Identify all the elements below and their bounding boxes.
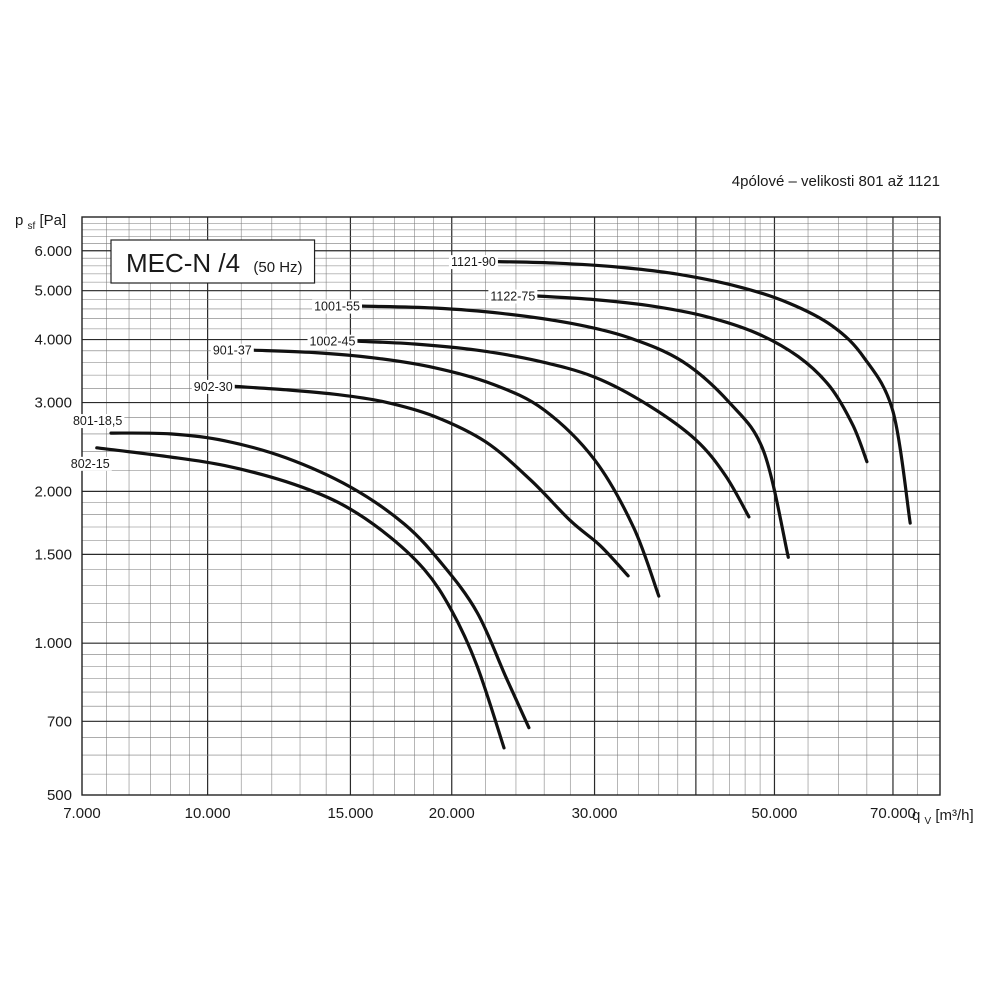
series-label-bg xyxy=(307,334,358,349)
y-axis-label-main: p xyxy=(15,212,23,229)
series-line-802-15 xyxy=(95,446,506,750)
title-box: MEC-N /4 (50 Hz) xyxy=(110,239,316,284)
chart-title-main: MEC-N /4 xyxy=(126,248,240,278)
series-label-text: 1121-90 xyxy=(451,255,496,269)
x-axis-label-unit: [m³/h] xyxy=(935,807,973,824)
chart-title-suffix: (50 Hz) xyxy=(253,259,302,276)
x-axis-label-sub: V xyxy=(925,816,932,827)
series-line-1121-90 xyxy=(496,260,912,525)
series-label-bg xyxy=(488,289,538,304)
y-tick-label: 500 xyxy=(47,787,72,804)
x-tick-label: 7.000 xyxy=(63,805,101,822)
series-label-1002-45: 1002-45 xyxy=(307,334,358,349)
plot-frame xyxy=(81,216,941,796)
y-tick-labels: 500 700 1.000 1.500 2.000 3.000 4.000 5.000 6.00… xyxy=(34,243,72,804)
x-tick-label: 10.000 xyxy=(185,805,231,822)
series-label-901-37: 901-37 xyxy=(210,343,254,358)
chart-title: MEC-N /4 (50 Hz) xyxy=(126,248,303,278)
x-tick-labels: 7.000 10.000 15.000 20.000 30.000 50.000 70.00… xyxy=(63,805,916,822)
series-label-902-30: 902-30 xyxy=(191,379,235,394)
series-label-1121-90: 1121-90 xyxy=(448,255,498,270)
series-label-text: 802-15 xyxy=(71,457,110,471)
y-axis-label-sub: sf xyxy=(28,221,36,232)
y-tick-label: 4.000 xyxy=(34,332,72,349)
series-label-bg xyxy=(210,343,254,358)
y-tick-label: 1.500 xyxy=(34,546,72,563)
series-labels: 801-18,5 802-15 902-30 901-37 1002-45 1001-55… xyxy=(68,255,538,471)
series-label-1122-75: 1122-75 xyxy=(488,289,538,304)
y-axis-label-unit: [Pa] xyxy=(39,212,66,229)
y-tick-label: 700 xyxy=(47,713,72,730)
y-axis-label: p sf [Pa] xyxy=(15,212,66,233)
series-label-bg xyxy=(68,456,112,471)
series-label-text: 1001-55 xyxy=(314,300,360,314)
title-frame xyxy=(110,239,316,284)
series-line-1001-55 xyxy=(360,304,790,559)
chart-subtitle: 4pólové – velikosti 801 až 1121 xyxy=(732,173,940,190)
series-label-bg xyxy=(191,379,235,394)
x-axis-label: q V [m³/h] xyxy=(912,807,974,828)
series-label-1001-55: 1001-55 xyxy=(312,299,363,314)
y-tick-label: 2.000 xyxy=(34,483,72,500)
y-tick-label: 3.000 xyxy=(34,395,72,412)
x-tick-label: 50.000 xyxy=(752,805,798,822)
series-label-bg xyxy=(70,414,125,429)
x-tick-label: 15.000 xyxy=(327,805,373,822)
series-label-801-18,5: 801-18,5 xyxy=(70,414,125,429)
series-label-802-15: 802-15 xyxy=(68,456,112,471)
series-label-text: 1122-75 xyxy=(490,290,535,304)
series-line-901-37 xyxy=(252,348,661,598)
y-tick-label: 1.000 xyxy=(34,635,72,652)
series-line-1002-45 xyxy=(355,339,751,519)
series-label-text: 801-18,5 xyxy=(73,414,122,428)
series-label-text: 1002-45 xyxy=(310,335,356,349)
series-lines xyxy=(95,260,912,750)
x-axis-label-main: q xyxy=(912,807,920,824)
x-tick-label: 30.000 xyxy=(572,805,618,822)
series-label-text: 902-30 xyxy=(194,380,233,394)
y-tick-label: 5.000 xyxy=(34,283,72,300)
series-label-text: 901-37 xyxy=(213,344,252,358)
series-line-801-18,5 xyxy=(109,431,531,730)
series-label-bg xyxy=(448,255,498,270)
x-tick-label: 70.000 xyxy=(870,805,916,822)
series-line-902-30 xyxy=(233,384,630,578)
series-line-1122-75 xyxy=(535,294,869,464)
x-tick-label: 20.000 xyxy=(429,805,475,822)
grid xyxy=(82,217,940,795)
series-label-bg xyxy=(312,299,363,314)
y-tick-label: 6.000 xyxy=(34,243,72,260)
